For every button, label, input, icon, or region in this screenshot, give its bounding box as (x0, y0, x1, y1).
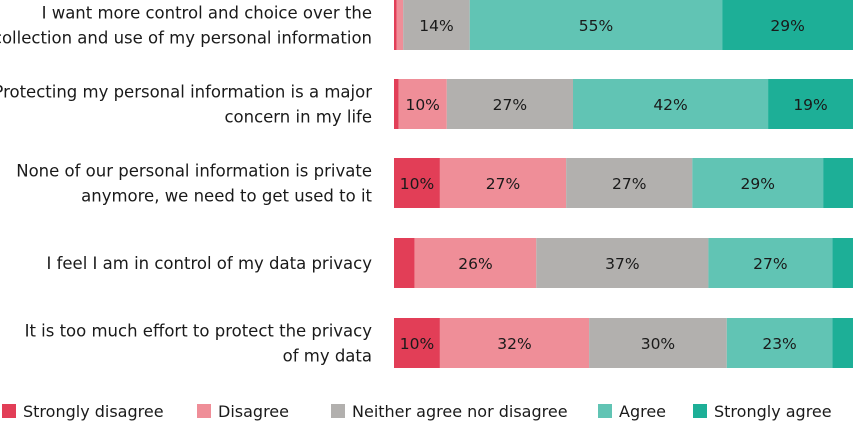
legend-swatch (331, 404, 345, 418)
legend-swatch (2, 404, 16, 418)
bar-segment (394, 158, 440, 208)
data-label: 55% (579, 17, 613, 35)
data-label: 19% (793, 96, 827, 114)
bar-segment (394, 0, 397, 50)
bar-segment (726, 318, 833, 368)
category-label: It is too much effort to protect the pri… (25, 322, 373, 341)
legend-swatch (598, 404, 612, 418)
data-label: 27% (753, 255, 787, 273)
legend-swatch (693, 404, 707, 418)
bar-segment (414, 238, 537, 288)
legend-swatch (197, 404, 211, 418)
bar-segment (396, 0, 404, 50)
bar-segment (403, 0, 470, 50)
bar-segment (589, 318, 727, 368)
data-label: 14% (419, 17, 453, 35)
data-label: 10% (400, 335, 434, 353)
category-label: Protecting my personal information is a … (0, 83, 372, 102)
bar-segment (439, 158, 567, 208)
category-label: I want more control and choice over the (42, 4, 372, 23)
category-label: anymore, we need to get used to it (81, 187, 372, 206)
bar-segment (566, 158, 693, 208)
category-label: collection and use of my personal inform… (0, 29, 372, 48)
data-label: 30% (641, 335, 675, 353)
data-label: 29% (770, 17, 804, 35)
data-label: 27% (486, 175, 520, 193)
data-label: 27% (612, 175, 646, 193)
legend-label: Agree (619, 402, 666, 421)
bar-segment (832, 238, 853, 288)
bar-segment (573, 79, 769, 129)
bar-segment (394, 318, 440, 368)
legend-label: Neither agree nor disagree (352, 402, 568, 421)
data-label: 23% (762, 335, 796, 353)
bar-segment (692, 158, 824, 208)
bar-segment (398, 79, 447, 129)
data-label: 26% (458, 255, 492, 273)
bar-segment (768, 79, 853, 129)
legend-label: Disagree (218, 402, 289, 421)
data-label: 27% (493, 96, 527, 114)
category-label: I feel I am in control of my data privac… (46, 254, 372, 273)
data-label: 29% (741, 175, 775, 193)
bar-segment (832, 318, 853, 368)
data-label: 37% (605, 255, 639, 273)
data-label: 10% (400, 175, 434, 193)
category-label: of my data (283, 347, 372, 366)
bar-segment (469, 0, 723, 50)
data-label: 32% (497, 335, 531, 353)
bar-segment (708, 238, 833, 288)
bar-segment (439, 318, 590, 368)
category-label: concern in my life (224, 108, 372, 127)
category-label: None of our personal information is priv… (16, 162, 372, 181)
legend-label: Strongly agree (714, 402, 832, 421)
bar-segment (722, 0, 853, 50)
bar-segment (446, 79, 574, 129)
bar-segment (394, 238, 415, 288)
data-label: 10% (405, 96, 439, 114)
legend-label: Strongly disagree (23, 402, 164, 421)
bar-segment (394, 79, 399, 129)
bar-segment (536, 238, 709, 288)
data-label: 42% (653, 96, 687, 114)
bar-segment (823, 158, 853, 208)
